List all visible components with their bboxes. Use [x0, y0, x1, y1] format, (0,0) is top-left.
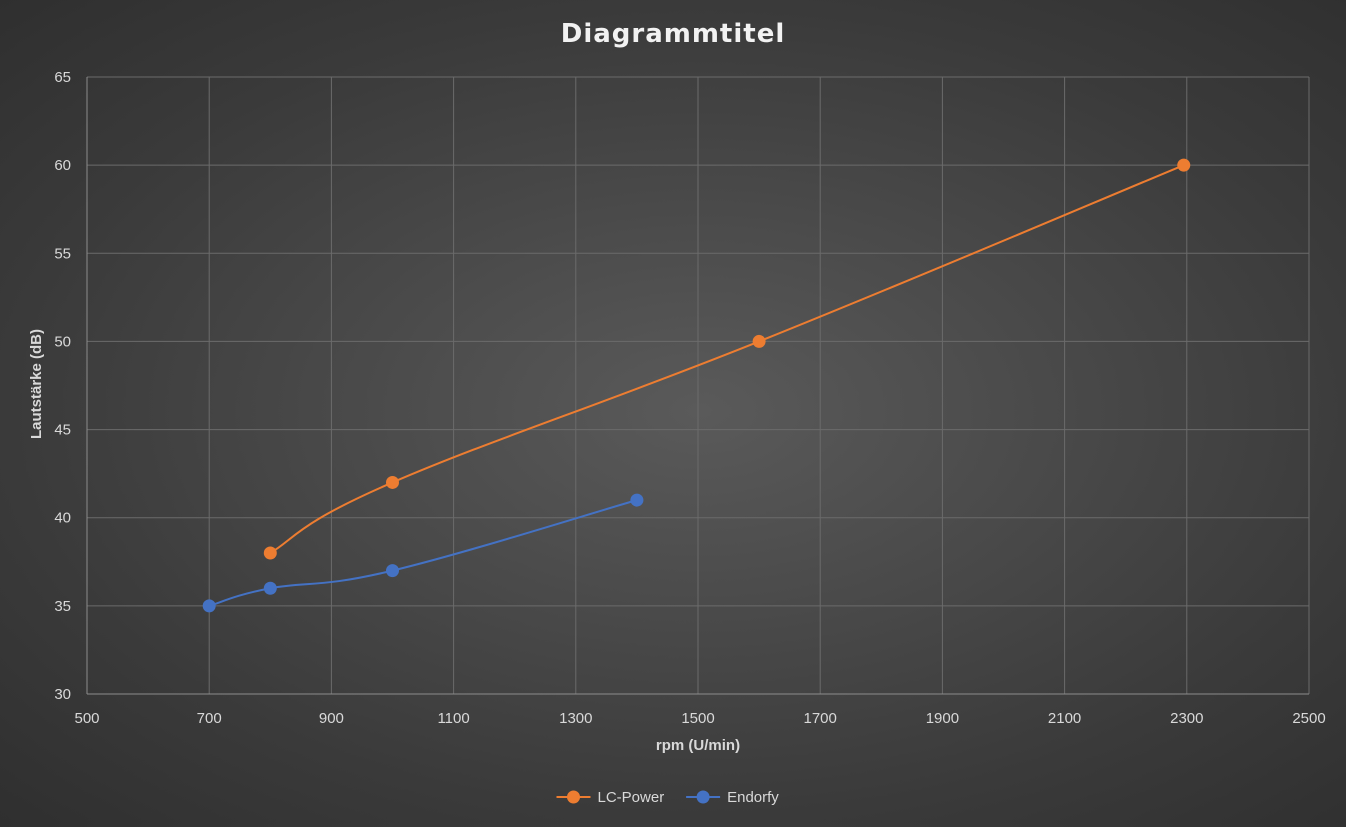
y-axis-title: Lautstärke (dB): [28, 329, 45, 439]
grid-layer: [87, 76, 1310, 694]
legend-swatch-marker: [696, 790, 710, 804]
y-tick-label: 40: [54, 510, 71, 527]
y-tick-label: 35: [54, 598, 71, 615]
legend-item-lc-power: LC-Power: [556, 789, 665, 806]
x-tick-label: 900: [319, 710, 344, 727]
series-layer: [202, 158, 1191, 613]
legend-item-endorfy: Endorfy: [686, 789, 779, 806]
data-point-lc-power: [752, 334, 766, 348]
x-tick-label: 1300: [559, 710, 592, 727]
legend-swatch-marker: [567, 790, 580, 804]
data-point-endorfy: [202, 599, 216, 613]
y-tick-label: 45: [54, 422, 71, 439]
data-point-lc-power: [263, 546, 277, 560]
x-tick-label: 1900: [926, 710, 959, 727]
y-tick-label: 50: [54, 333, 71, 350]
legend-label: LC-Power: [598, 789, 665, 806]
axis-layer: 500 700 900 1100 1300 1500 1700 1900 2100 2300 250…: [54, 69, 1325, 727]
y-tick-label: 30: [54, 686, 71, 703]
x-tick-label: 500: [74, 710, 99, 727]
x-tick-label: 2300: [1170, 710, 1203, 727]
y-tick-label: 55: [54, 245, 71, 262]
legend-label: Endorfy: [727, 789, 779, 806]
data-point-endorfy: [386, 564, 399, 578]
series-line-endorfy: [208, 499, 638, 607]
y-tick-label: 65: [54, 69, 71, 86]
data-point-endorfy: [630, 493, 644, 507]
x-tick-label: 2100: [1048, 710, 1081, 727]
data-point-lc-power: [386, 475, 399, 489]
x-tick-label: 2500: [1292, 710, 1325, 727]
x-tick-label: 1500: [681, 710, 714, 727]
data-point-endorfy: [263, 581, 277, 595]
series-line-lc-power: [269, 164, 1185, 554]
x-axis-title: rpm (U/min): [656, 737, 740, 754]
y-tick-label: 60: [54, 157, 71, 174]
x-tick-label: 1700: [804, 710, 837, 727]
x-tick-label: 700: [197, 710, 222, 727]
x-tick-label: 1100: [437, 710, 469, 727]
legend: LC-Power Endorfy: [556, 789, 779, 806]
chart-title: Diagrammtitel: [561, 19, 786, 49]
data-point-lc-power: [1177, 158, 1191, 172]
